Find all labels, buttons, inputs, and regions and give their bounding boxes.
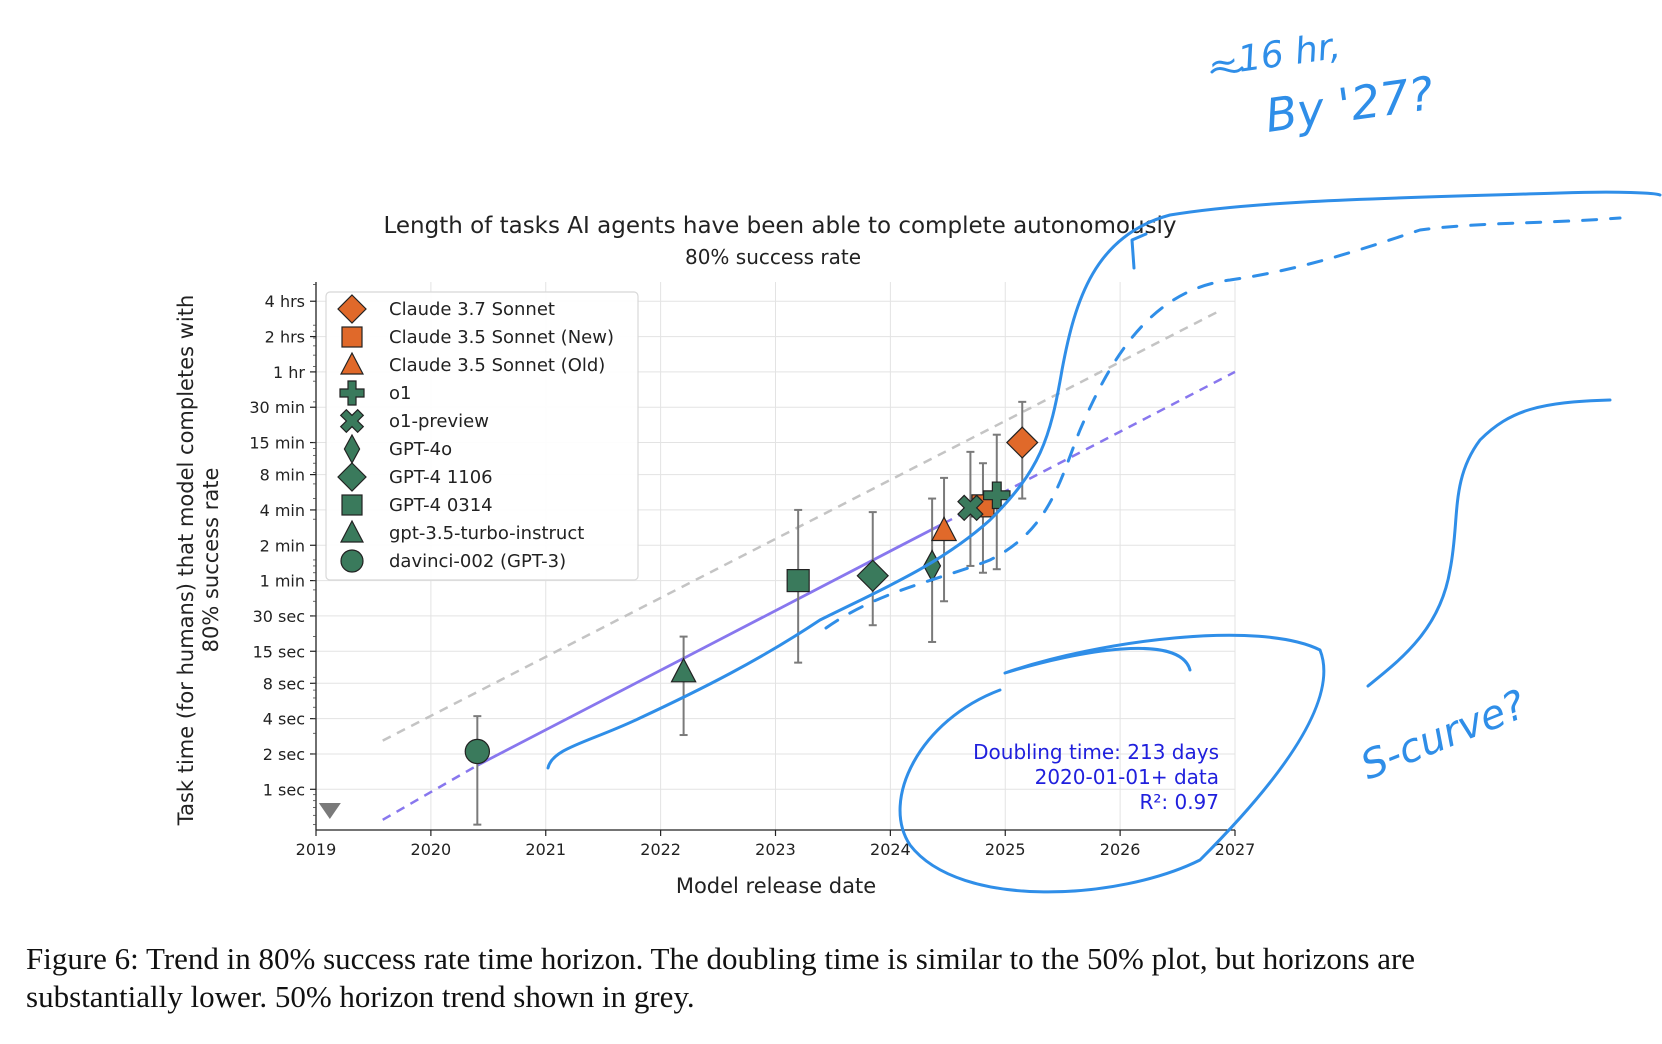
legend-label-o1: o1 (389, 383, 411, 404)
x-tick-label: 2023 (755, 840, 796, 859)
data-range-text: 2020-01-01+ data (1035, 765, 1219, 789)
y-tick-label: 8 sec (263, 674, 305, 693)
marker-claude-3-5-sonnet-old (930, 516, 958, 542)
trend-annotation: Doubling time: 213 days 2020-01-01+ data… (973, 740, 1219, 814)
handwritten-dashed-curve (824, 216, 1622, 630)
legend-marker-o1 (339, 380, 365, 406)
marker-o1-preview-shape (957, 494, 984, 522)
trend-80-dashed-before (382, 764, 478, 821)
legend-box (325, 291, 639, 581)
handwritten-ellipse (898, 633, 1326, 894)
handwritten-note-s-curve: S-curve? (1355, 682, 1533, 790)
marker-davinci-002-gpt-3 (464, 738, 491, 765)
y-axis-label: Task time (for humans) that model comple… (174, 295, 223, 827)
marker-below-range (318, 803, 341, 819)
legend-label-davinci-002-gpt-3: davinci-002 (GPT-3) (389, 551, 566, 572)
legend-label-gpt-3-5-turbo-instruct: gpt-3.5-turbo-instruct (389, 523, 584, 544)
legend-label-o1-preview: o1-preview (389, 411, 489, 432)
marker-o1-preview (957, 494, 984, 522)
x-tick-label: 2027 (1215, 840, 1256, 859)
x-tick-label: 2019 (296, 840, 337, 859)
y-axis-label-line1: Task time (for humans) that model comple… (174, 295, 198, 827)
x-tick-label: 2020 (411, 840, 452, 859)
x-tick-label: 2022 (640, 840, 681, 859)
y-tick-label: 30 min (249, 398, 305, 417)
y-tick-label: 4 min (260, 501, 305, 520)
y-tick-label: 2 sec (263, 745, 305, 764)
x-tick-label: 2026 (1100, 840, 1141, 859)
legend-label-claude-3-7-sonnet: Claude 3.7 Sonnet (389, 299, 555, 320)
y-tick-label: 15 min (249, 434, 305, 453)
legend-marker-davinci-002-gpt-3 (340, 549, 364, 573)
legend-label-claude-3-5-sonnet-old: Claude 3.5 Sonnet (Old) (389, 355, 605, 376)
y-tick-label: 2 min (260, 536, 305, 555)
legend-label-claude-3-5-sonnet-new: Claude 3.5 Sonnet (New) (389, 327, 614, 348)
y-tick-label: 4 sec (263, 710, 305, 729)
legend-marker-o1-preview-shape (339, 408, 365, 434)
legend-marker-claude-3-7-sonnet (337, 294, 367, 324)
x-axis-label: Model release date (676, 874, 876, 898)
chart-subtitle: 80% success rate (685, 245, 861, 269)
legend: Claude 3.7 Sonnet Claude 3.5 Sonnet (New)… (325, 291, 639, 581)
handwritten-s-curve-line (1366, 398, 1612, 688)
legend-label-gpt-4o: GPT-4o (389, 439, 452, 460)
legend-marker-gpt-4-0314 (341, 494, 363, 516)
r-squared-text: R²: 0.97 (1139, 790, 1219, 814)
y-axis-ticks: 1 sec 2 sec 4 sec 8 sec 15 sec 30 sec 1 min 2 m… (249, 284, 316, 826)
handwritten-note-year: By '27? (1262, 66, 1437, 143)
handwritten-annotations (546, 66, 1662, 894)
data-markers (318, 426, 1039, 819)
y-axis-label-line2: 80% success rate (199, 468, 223, 653)
handwritten-curve-fit (546, 190, 1662, 770)
x-axis-ticks: 2019 2020 2021 2022 2023 2024 2025 2026 2027 (296, 830, 1256, 859)
y-tick-label: 1 hr (273, 363, 305, 382)
y-tick-label: 30 sec (253, 607, 305, 626)
y-tick-label: 15 sec (253, 642, 305, 661)
trend-50-dashed-line (382, 309, 1221, 742)
x-tick-label: 2021 (525, 840, 566, 859)
marker-gpt-4-0314 (786, 568, 810, 593)
marker-claude-3-7-sonnet (1005, 426, 1039, 459)
legend-marker-gpt-4-1106 (337, 462, 367, 492)
legend-label-gpt-4-1106: GPT-4 1106 (389, 467, 493, 488)
marker-gpt-4-1106 (856, 559, 889, 592)
legend-items: Claude 3.7 Sonnet Claude 3.5 Sonnet (New)… (337, 294, 614, 573)
figure-caption: Figure 6: Trend in 80% success rate time… (26, 941, 1416, 1014)
handwritten-note-hours: ~16 hr, (1206, 26, 1344, 85)
legend-marker-claude-3-5-sonnet-new (341, 326, 363, 348)
handwritten-text: ~16 hr, By '27? S-curve? (1206, 26, 1533, 789)
y-tick-label: 1 min (260, 572, 305, 591)
marker-gpt-3-5-turbo-instruct (670, 657, 697, 683)
y-tick-label: 2 hrs (265, 328, 305, 347)
x-tick-label: 2024 (870, 840, 911, 859)
y-tick-label: 4 hrs (265, 292, 305, 311)
doubling-time-text: Doubling time: 213 days (973, 740, 1219, 764)
legend-marker-o1-preview (339, 408, 365, 434)
handwritten-bracket (1130, 232, 1148, 270)
x-tick-label: 2025 (985, 840, 1026, 859)
chart-title: Length of tasks AI agents have been able… (383, 213, 1176, 239)
handwritten-tilde (1210, 66, 1244, 74)
legend-marker-gpt-3-5-turbo-instruct (340, 519, 364, 543)
trend-80-solid-line (476, 521, 945, 767)
legend-label-gpt-4-0314: GPT-4 0314 (389, 495, 493, 516)
legend-marker-claude-3-5-sonnet-old (340, 351, 364, 375)
y-tick-label: 1 sec (263, 780, 305, 799)
y-tick-label: 8 min (260, 466, 305, 485)
